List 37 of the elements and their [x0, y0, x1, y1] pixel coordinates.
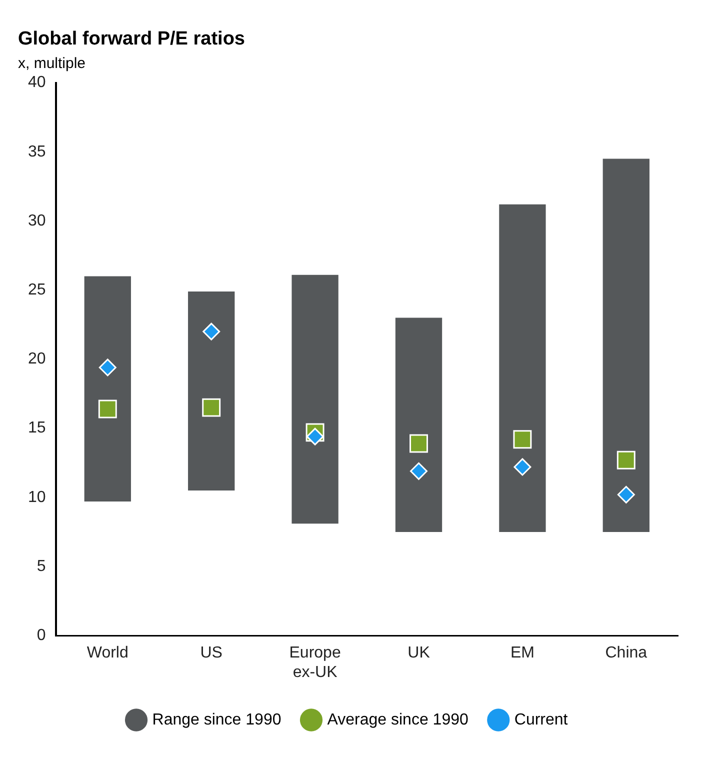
- point: [410, 462, 428, 480]
- y-tick-label: 0: [36, 627, 46, 644]
- y-tick-label: 40: [28, 74, 46, 92]
- point: [513, 430, 532, 449]
- point: [616, 450, 636, 470]
- y-tick-label: 25: [28, 282, 46, 299]
- point: [410, 434, 428, 453]
- point: [202, 398, 221, 417]
- bar: [292, 274, 338, 524]
- point: [98, 400, 117, 418]
- x-tick-label: Europe ex-UK: [289, 644, 341, 681]
- y-tick-label: 20: [28, 350, 46, 368]
- x-tick-label: UK: [408, 644, 430, 662]
- y-tick-label: 35: [28, 143, 46, 160]
- x-tick-label: World: [86, 644, 128, 662]
- bar: [499, 204, 546, 532]
- y-tick-label: 5: [36, 558, 46, 575]
- legend-label: Range since 1990: [152, 711, 282, 728]
- point: [617, 486, 635, 504]
- bar: [188, 291, 235, 490]
- chart-title: Global forward P/E ratios: [18, 28, 245, 50]
- legend-label: Current: [514, 711, 568, 728]
- y-tick-label: 15: [28, 420, 46, 437]
- bar: [84, 276, 131, 502]
- point: [202, 322, 220, 340]
- point: [514, 458, 532, 476]
- y-tick-label: 10: [28, 488, 46, 506]
- point: [306, 428, 324, 446]
- x-tick-label: US: [200, 644, 222, 662]
- bar: [395, 318, 442, 532]
- x-tick-label: China: [605, 644, 648, 662]
- y-tick-label: 30: [28, 212, 46, 230]
- chart-subtitle: x, multiple: [18, 54, 86, 72]
- bar: [602, 158, 650, 532]
- x-tick-label: EM: [510, 644, 534, 662]
- legend-label: Average since 1990: [327, 711, 468, 728]
- point: [98, 358, 116, 376]
